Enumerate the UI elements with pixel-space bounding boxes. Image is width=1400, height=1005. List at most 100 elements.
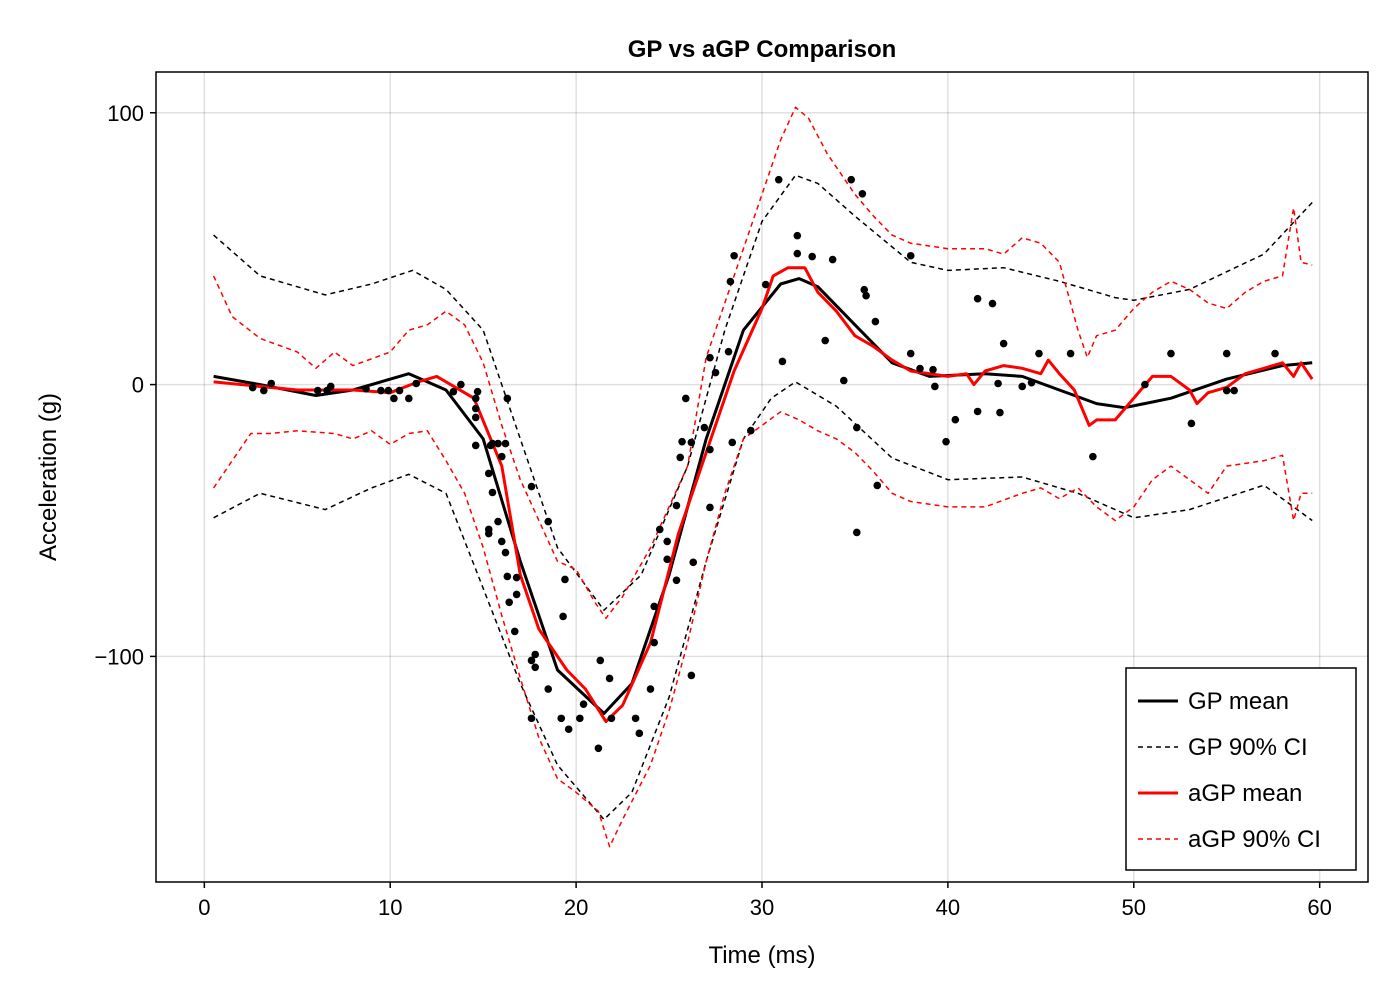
data-point	[706, 353, 714, 362]
data-point	[579, 700, 588, 709]
data-point	[457, 380, 465, 389]
data-point	[471, 404, 480, 413]
data-point	[663, 537, 671, 546]
x-axis-label: Time (ms)	[708, 942, 815, 969]
data-point	[728, 438, 737, 447]
data-point	[561, 575, 569, 584]
data-point	[384, 386, 393, 395]
x-tick-label: 40	[936, 895, 960, 920]
data-point	[267, 379, 276, 388]
data-point	[761, 280, 770, 289]
data-point	[531, 663, 540, 672]
data-point	[510, 627, 519, 636]
data-point	[646, 685, 655, 693]
data-point	[512, 590, 521, 599]
data-point	[853, 423, 861, 432]
series-line-ci-bound	[213, 381, 1313, 821]
data-point	[488, 488, 497, 497]
data-point	[497, 452, 506, 461]
data-point	[847, 175, 856, 184]
data-point	[994, 379, 1002, 388]
legend-label: aGP mean	[1188, 780, 1302, 807]
data-point	[862, 291, 870, 300]
data-point	[505, 598, 513, 607]
data-point	[999, 339, 1008, 348]
data-point	[471, 413, 480, 422]
series-line-ci-bound	[212, 411, 1313, 848]
legend-label: GP mean	[1188, 688, 1289, 715]
data-point	[655, 525, 664, 534]
data-point	[778, 357, 787, 366]
data-point	[501, 439, 510, 448]
data-point	[821, 336, 830, 345]
data-point	[650, 602, 658, 611]
data-point	[1222, 386, 1231, 395]
data-point	[828, 255, 837, 264]
data-point	[1027, 378, 1036, 387]
data-point	[1222, 349, 1231, 358]
x-tick-label: 20	[564, 895, 588, 920]
series-line-gp-90-ci	[213, 174, 1313, 611]
data-point	[1167, 349, 1175, 358]
data-point	[730, 251, 738, 260]
legend: GP mean GP 90% CI aGP mean aGP 90% CI	[1125, 667, 1357, 871]
data-point	[473, 387, 482, 396]
data-point	[497, 537, 506, 546]
data-point	[706, 445, 714, 454]
data-point	[512, 573, 521, 582]
data-point	[1089, 452, 1097, 461]
data-point	[484, 529, 493, 538]
legend-label: aGP 90% CI	[1188, 826, 1321, 853]
data-point	[650, 638, 658, 647]
data-point	[488, 439, 497, 448]
y-tick-label: 100	[107, 101, 144, 126]
data-point	[853, 528, 861, 537]
data-point	[676, 453, 685, 462]
plot-area	[212, 106, 1314, 848]
data-point	[564, 725, 573, 734]
data-point	[594, 744, 603, 753]
data-point	[1230, 386, 1238, 395]
data-point	[973, 294, 982, 303]
data-point	[531, 650, 540, 659]
data-point	[501, 548, 510, 557]
data-point	[988, 299, 997, 308]
grid	[156, 72, 1368, 882]
data-point	[678, 437, 686, 446]
data-point	[449, 387, 458, 396]
data-point	[916, 364, 924, 373]
data-point	[711, 368, 720, 377]
data-point	[471, 441, 480, 450]
ticks: 0 10 20 30 40 50 60 −100 0 100	[94, 101, 1331, 920]
series-line-agp-mean	[213, 266, 1314, 724]
data-point	[1141, 380, 1149, 389]
data-point	[724, 347, 733, 356]
data-point	[607, 714, 616, 723]
data-point	[839, 376, 848, 385]
data-point	[973, 407, 982, 416]
data-point	[494, 517, 502, 526]
data-point	[747, 426, 755, 435]
series-line-gp-mean	[213, 277, 1313, 715]
data-point	[248, 383, 257, 392]
data-point	[405, 394, 413, 403]
data-point	[527, 714, 536, 723]
y-tick-label: 0	[132, 373, 144, 398]
data-point	[687, 438, 696, 447]
data-point	[689, 558, 698, 567]
x-tick-label: 50	[1122, 895, 1146, 920]
data-point	[672, 501, 681, 510]
data-point	[706, 503, 714, 512]
data-point	[484, 469, 493, 478]
data-point	[326, 382, 335, 391]
data-point	[942, 437, 950, 446]
data-point	[681, 394, 690, 403]
data-point	[929, 365, 937, 374]
data-point	[906, 251, 915, 260]
data-point	[1066, 349, 1075, 358]
data-point	[557, 714, 566, 723]
data-point	[906, 349, 915, 358]
y-axis-label: Acceleration (g)	[35, 393, 62, 561]
data-point	[527, 656, 536, 665]
data-point	[362, 384, 370, 393]
